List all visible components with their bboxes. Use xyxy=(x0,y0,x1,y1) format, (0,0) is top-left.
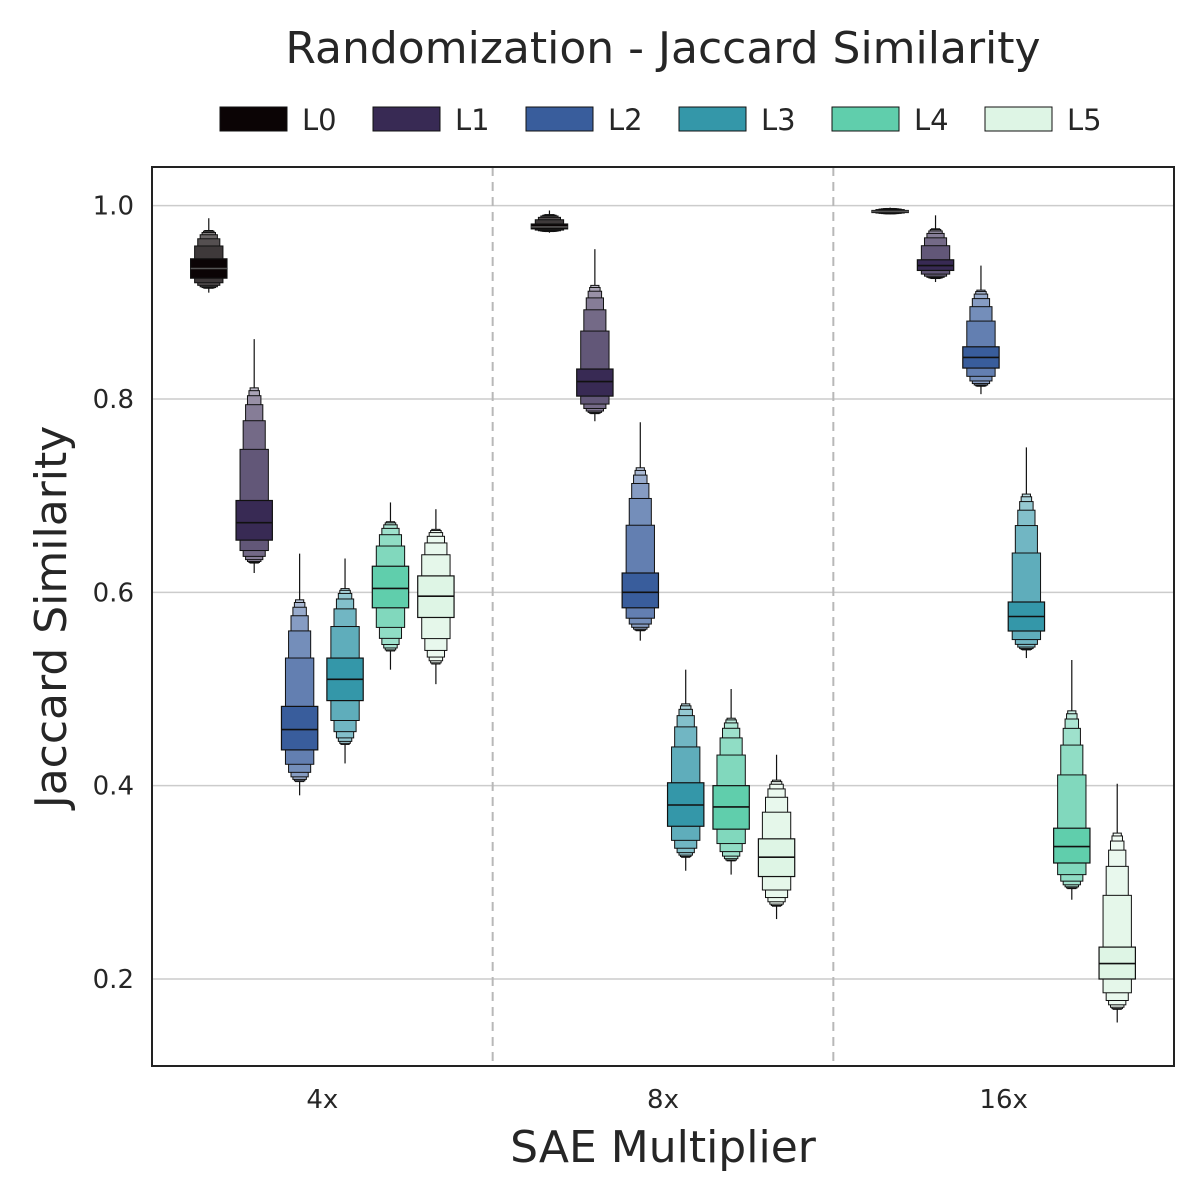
legend-swatch xyxy=(372,106,441,132)
boxen-L2-16x xyxy=(962,265,1000,395)
boxen-L0-16x xyxy=(871,207,909,215)
boxen-L1-16x xyxy=(916,215,955,283)
y-gridlines xyxy=(152,204,1174,980)
boxen-series xyxy=(190,207,1136,1023)
boxen-L2-4x xyxy=(280,553,319,796)
y-tick-label: 1.0 xyxy=(93,192,134,222)
x-tick-labels: 4x 8x 16x xyxy=(306,1085,1028,1115)
y-axis-label: Jaccard Similarity xyxy=(26,426,77,812)
boxen-L3-4x xyxy=(326,558,364,764)
legend-label: L1 xyxy=(455,103,490,137)
boxen-L5-4x xyxy=(417,509,455,685)
legend-label: L2 xyxy=(608,103,643,137)
y-tick-labels: 0.2 0.4 0.6 0.8 1.0 xyxy=(93,192,134,995)
y-tick-label: 0.8 xyxy=(93,385,134,415)
y-tick-label: 0.2 xyxy=(93,965,134,995)
iqr-box xyxy=(621,572,660,609)
iqr-box xyxy=(235,499,273,541)
x-tick-label: 16x xyxy=(979,1085,1027,1115)
legend-item-L2: L2 xyxy=(525,103,643,137)
iqr-box xyxy=(1053,827,1091,864)
y-tick-label: 0.4 xyxy=(93,772,134,802)
x-axis-label: SAE Multiplier xyxy=(510,1122,817,1173)
boxen-L0-4x xyxy=(190,218,228,293)
boxen-L1-8x xyxy=(576,249,614,422)
legend-item-L5: L5 xyxy=(984,103,1102,137)
boxen-L5-16x xyxy=(1098,783,1136,1023)
legend-swatch xyxy=(678,106,747,132)
legend-label: L4 xyxy=(914,103,949,137)
legend-swatch xyxy=(525,106,594,132)
legend-label: L5 xyxy=(1067,103,1102,137)
legend-swatch xyxy=(984,106,1053,132)
iqr-box xyxy=(371,565,410,609)
plot-frame xyxy=(151,166,1175,1067)
boxen-L1-4x xyxy=(235,339,273,573)
legend-swatch xyxy=(219,106,288,132)
iqr-box xyxy=(280,705,319,751)
x-tick-label: 4x xyxy=(306,1085,338,1115)
chart-title: Randomization - Jaccard Similarity xyxy=(285,23,1040,74)
legend: L0 L1 L2 L3 L4 L5 xyxy=(219,103,1102,137)
boxen-L2-8x xyxy=(621,422,660,641)
boxen-L3-8x xyxy=(666,669,705,871)
y-tick-label: 0.6 xyxy=(93,578,134,608)
boxen-L3-16x xyxy=(1007,447,1046,659)
legend-swatch xyxy=(831,106,900,132)
boxen-L4-8x xyxy=(712,689,750,875)
legend-item-L0: L0 xyxy=(219,103,337,137)
boxen-L4-4x xyxy=(371,502,410,670)
boxen-L5-8x xyxy=(757,754,796,920)
boxen-L0-8x xyxy=(530,210,569,233)
x-tick-label: 8x xyxy=(647,1085,679,1115)
legend-label: L3 xyxy=(761,103,796,137)
legend-item-L3: L3 xyxy=(678,103,796,137)
legend-label: L0 xyxy=(302,103,337,137)
iqr-box xyxy=(576,368,614,397)
legend-item-L1: L1 xyxy=(372,103,490,137)
boxen-L4-16x xyxy=(1053,660,1091,900)
legend-item-L4: L4 xyxy=(831,103,949,137)
